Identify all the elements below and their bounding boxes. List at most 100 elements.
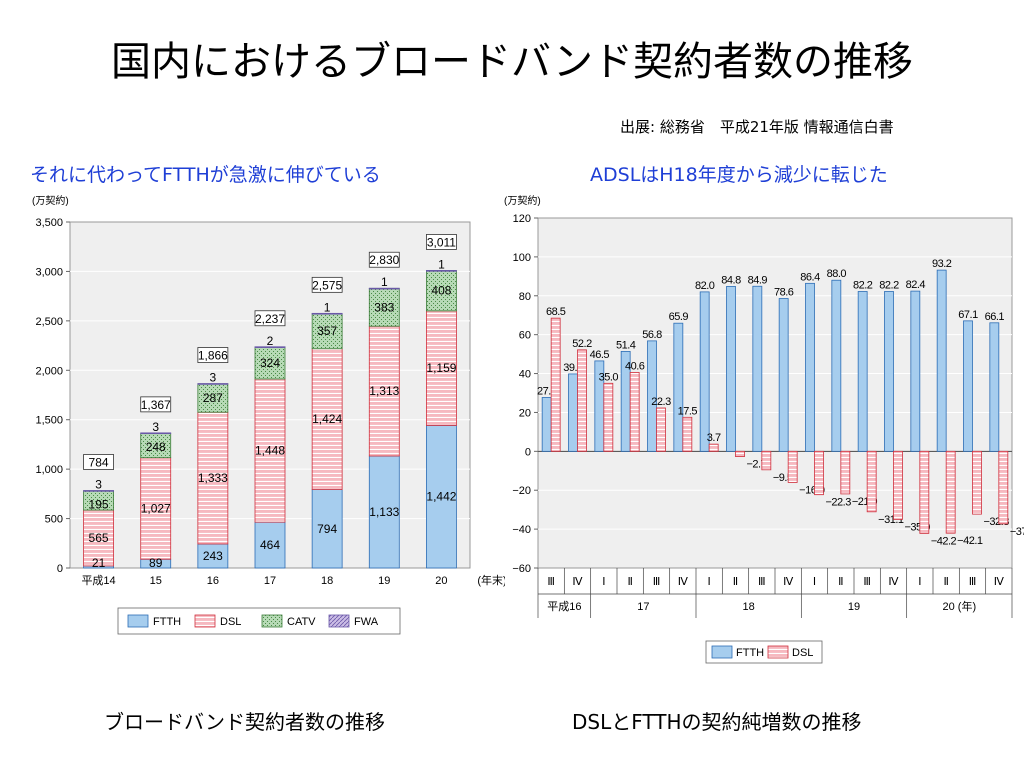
x-unit-label: (年末) (477, 573, 505, 587)
x-quarter-label: Ⅱ (838, 576, 843, 588)
x-quarter-label: Ⅱ (627, 576, 632, 588)
bar-fwa (311, 312, 343, 315)
data-label-fwa: 3 (210, 371, 217, 385)
total-label: 1,367 (141, 398, 171, 412)
data-label-dsl: 35.0 (599, 371, 619, 383)
y-tick-label: 20 (519, 407, 531, 419)
x-quarter-label: Ⅲ (547, 576, 555, 588)
y-tick-label: 1,000 (35, 464, 63, 476)
data-label-fwa: 3 (152, 420, 159, 434)
x-quarter-label: Ⅱ (943, 576, 948, 588)
legend-swatch-fwa (328, 614, 350, 628)
x-tick-label: 18 (321, 575, 333, 587)
x-year-label: 19 (848, 601, 860, 613)
y-tick-label: 120 (513, 213, 531, 225)
data-label-dsl: 52.2 (572, 338, 592, 350)
data-label-dsl: 1,159 (426, 361, 456, 375)
total-label: 1,866 (198, 349, 228, 363)
x-year-label: 17 (637, 601, 649, 613)
data-label-catv: 357 (317, 324, 337, 338)
bar-catv (254, 346, 286, 380)
total-box (83, 454, 114, 470)
plot-area (537, 217, 1013, 569)
data-label-ftth: 21 (92, 556, 106, 570)
y-tick-label: −60 (512, 563, 531, 575)
page-title: 国内におけるブロードバンド契約者数の推移 (111, 39, 913, 85)
legend-box (705, 640, 823, 664)
right-chart-subtitle: ADSLはH18年度から減少に転じた (590, 164, 888, 186)
bar-ftth (778, 298, 789, 452)
data-label-fwa: 1 (438, 257, 445, 271)
bar-ftth (311, 489, 343, 569)
bar-ftth (726, 286, 736, 452)
legend-label-ftth: FTTH (153, 616, 181, 628)
data-label-ftth: 464 (260, 538, 280, 552)
bar-dsl (140, 457, 172, 560)
bar-dsl (998, 450, 1009, 525)
bar-catv (140, 432, 172, 459)
data-label-ftth: 78.6 (774, 287, 794, 299)
data-label-catv: 408 (431, 284, 451, 298)
data-label-ftth: 66.1 (985, 311, 1005, 323)
bar-fwa (140, 432, 172, 435)
data-label-dsl: 22.3 (651, 396, 671, 408)
data-label-ftth: 65.9 (669, 311, 689, 323)
y-tick-label: 2,000 (35, 365, 63, 377)
data-label-ftth: 1,442 (426, 490, 456, 504)
data-label-dsl: 68.5 (546, 306, 566, 318)
data-label-catv: 248 (146, 440, 166, 454)
y-tick-label: 3,500 (35, 217, 63, 229)
bar-dsl (972, 450, 982, 515)
bar-fwa (83, 490, 114, 492)
total-box (426, 234, 457, 250)
legend-box (117, 607, 401, 635)
bar-dsl (682, 416, 693, 452)
x-quarter-label: Ⅰ (813, 576, 816, 588)
bar-ftth (699, 291, 710, 452)
legend-swatch-dsl (194, 614, 216, 628)
data-label-ftth: 56.8 (642, 329, 662, 341)
bar-fwa (368, 287, 400, 290)
bar-ftth (910, 290, 921, 452)
legend-label-catv: CATV (287, 616, 316, 628)
bar-ftth (831, 279, 842, 452)
x-tick-label: 20 (435, 575, 447, 587)
x-quarter-label: Ⅳ (994, 576, 1005, 588)
bar-ftth (805, 282, 815, 452)
x-quarter-label: Ⅳ (783, 576, 794, 588)
legend-label-dsl: DSL (792, 647, 813, 659)
bar-dsl (814, 450, 824, 496)
bar-ftth (857, 291, 868, 452)
data-label-ftth: 82.2 (879, 280, 899, 292)
x-year-label: 18 (743, 601, 755, 613)
bar-dsl (426, 310, 457, 426)
bar-dsl (550, 317, 561, 452)
data-label-dsl: −42.2 (931, 535, 957, 547)
x-quarter-label: Ⅰ (708, 576, 711, 588)
total-box (311, 276, 343, 293)
x-tick-label: 15 (150, 575, 162, 587)
x-quarter-label: Ⅲ (653, 576, 661, 588)
data-label-catv: 287 (203, 391, 223, 405)
bar-ftth (197, 543, 229, 569)
data-label-ftth: 89 (149, 556, 163, 570)
y-tick-label: 60 (519, 330, 531, 342)
left-chart-caption: ブロードバンド契約者数の推移 (104, 710, 385, 734)
y-tick-label: −20 (512, 485, 531, 497)
data-label-dsl: 1,333 (198, 471, 228, 485)
left-chart-subtitle: それに代わってFTTHが急激に伸びている (30, 164, 381, 186)
data-label-ftth: 84.8 (721, 274, 741, 286)
data-label-ftth: 51.4 (616, 339, 636, 351)
total-label: 3,011 (427, 235, 456, 249)
data-label-ftth: 93.2 (932, 258, 952, 270)
bar-ftth (989, 322, 1000, 452)
data-label-ftth: 1,133 (369, 505, 399, 519)
total-box (368, 251, 400, 268)
y-tick-label: −40 (512, 524, 531, 536)
total-label: 2,830 (369, 253, 399, 267)
data-label-dsl: 3.7 (707, 432, 721, 444)
bar-dsl (840, 450, 851, 495)
data-label-fwa: 1 (381, 275, 388, 289)
net-increase-chart: (万契約)−60−40−2002040608010012027.768.5Ⅲ39… (504, 194, 1024, 664)
data-label-catv: 383 (374, 300, 394, 314)
